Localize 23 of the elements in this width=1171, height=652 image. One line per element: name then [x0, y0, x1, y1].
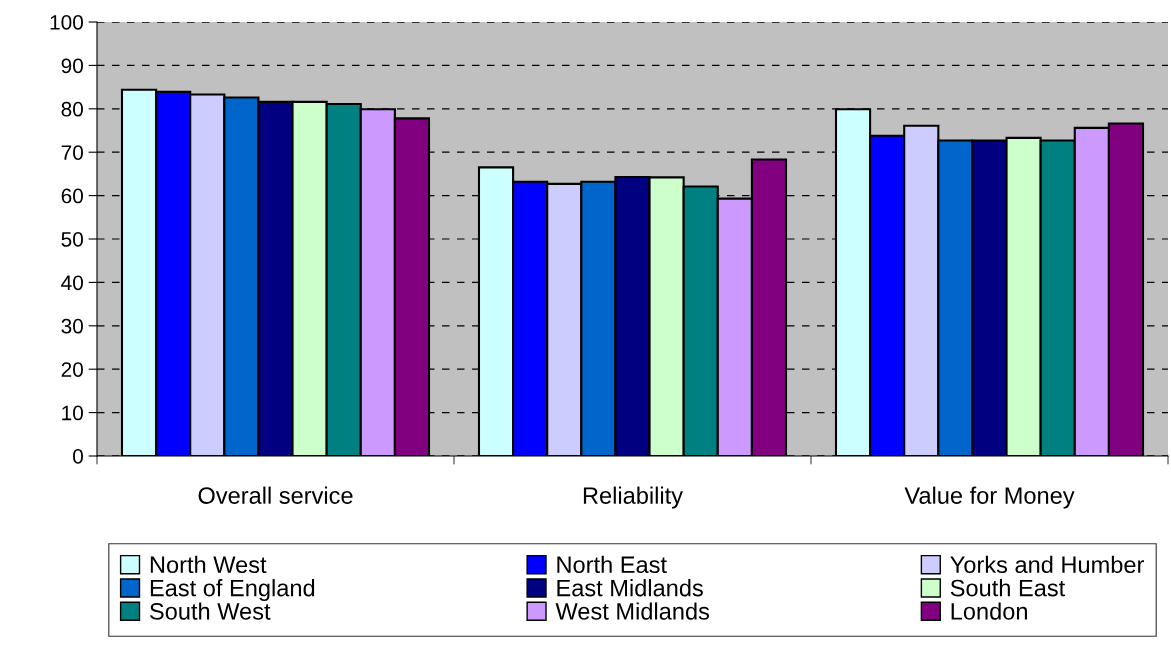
y-tick-label: 100: [50, 15, 83, 30]
legend-label: South East: [950, 579, 1066, 597]
y-tick-label: 40: [61, 275, 83, 291]
x-tick-label: Reliability: [583, 486, 683, 509]
x-tick-label: Overall service: [198, 486, 353, 504]
legend-label: South West: [150, 602, 271, 620]
legend-label: East of England: [150, 579, 315, 602]
legend-label: North East: [557, 555, 667, 574]
legend-label: East Midlands: [557, 579, 703, 597]
y-tick-label: 20: [61, 362, 83, 377]
y-tick-label: 50: [61, 232, 83, 247]
legend-label: West Midlands: [555, 602, 710, 620]
y-tick-label: 70: [61, 145, 83, 160]
y-tick-label: 30: [61, 318, 83, 334]
y-tick-label: 60: [61, 188, 83, 204]
y-tick-label: 90: [61, 58, 83, 74]
legend-label: London: [951, 602, 1027, 620]
y-tick-label: 80: [61, 101, 83, 117]
legend-label: Yorks and Humber: [950, 555, 1145, 574]
legend-label: North West: [150, 555, 267, 574]
x-tick-label: Value for Money: [904, 486, 1075, 509]
y-tick-label: 10: [62, 405, 83, 421]
y-tick-label: 0: [73, 449, 83, 464]
